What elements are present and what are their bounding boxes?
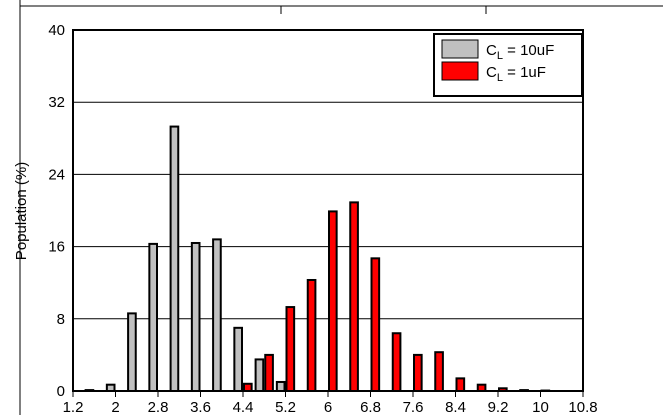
x-tick-label: 1.2 (63, 399, 84, 415)
bar (128, 313, 136, 391)
bar (414, 355, 422, 391)
bar (192, 243, 200, 391)
y-tick-label: 40 (48, 22, 65, 39)
bar (244, 384, 252, 391)
x-tick-label: 10 (532, 399, 549, 415)
x-tick-label: 8.4 (445, 399, 466, 415)
bar (213, 239, 221, 391)
x-tick-label: 6.8 (360, 399, 381, 415)
bar (393, 333, 401, 391)
bar (329, 211, 337, 391)
bar (149, 244, 157, 391)
bar (308, 280, 316, 391)
y-tick-label: 16 (48, 239, 65, 256)
bar (171, 127, 179, 391)
legend-swatch (442, 62, 478, 80)
x-tick-label: 3.6 (190, 399, 211, 415)
bar (372, 258, 380, 391)
bars (86, 127, 550, 391)
bar (457, 378, 465, 391)
x-tick-label: 2.8 (148, 399, 169, 415)
bar (350, 202, 358, 391)
x-tick-label: 7.6 (403, 399, 424, 415)
bar (265, 355, 273, 391)
y-tick-label: 24 (48, 166, 65, 183)
x-tick-label: 10.8 (568, 399, 597, 415)
y-tick-label: 0 (57, 383, 65, 400)
bar (277, 382, 285, 391)
x-tick-label: 6 (324, 399, 332, 415)
legend-swatch (442, 40, 478, 58)
bar (256, 359, 264, 391)
y-tick-label: 32 (48, 94, 65, 111)
y-axis-label: Population (%) (13, 162, 30, 260)
y-tick-label: 8 (57, 311, 65, 328)
bar (287, 307, 295, 391)
x-tick-label: 5.2 (275, 399, 296, 415)
x-tick-label: 2 (111, 399, 119, 415)
bar (234, 328, 242, 391)
x-tick-label: 4.4 (233, 399, 254, 415)
bar (435, 352, 443, 391)
x-tick-label: 9.2 (488, 399, 509, 415)
